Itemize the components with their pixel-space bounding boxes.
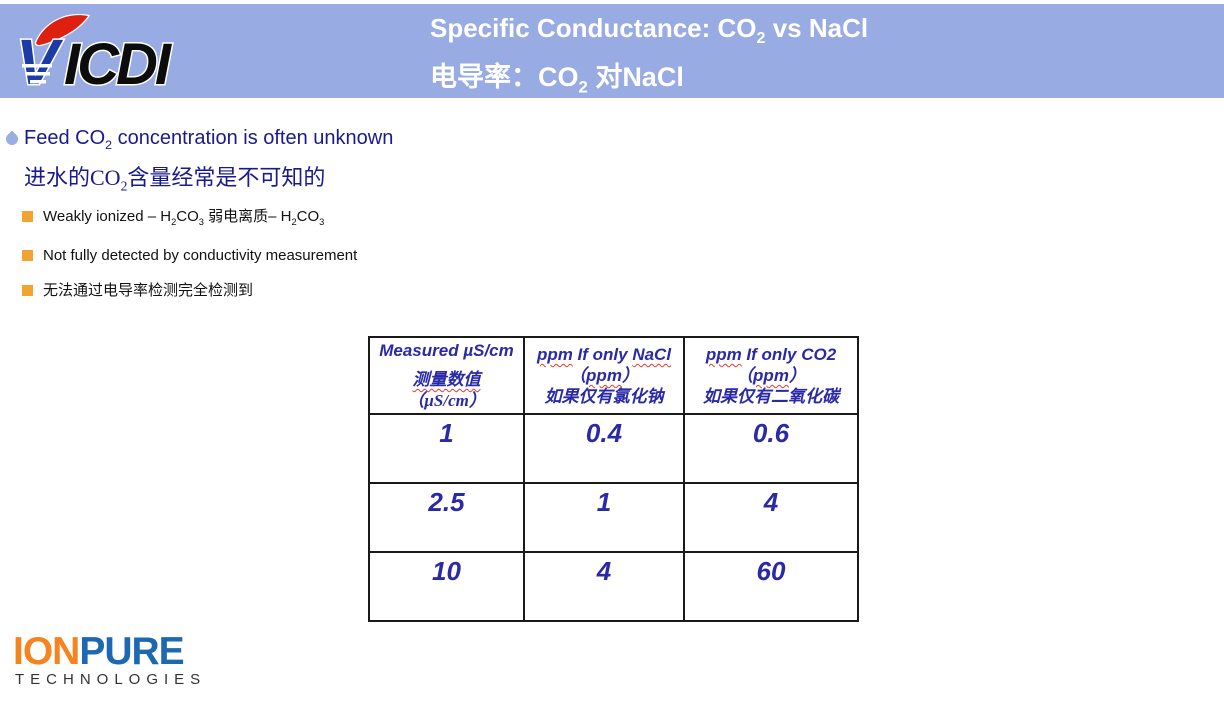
slide-title-zh: 电导率：CO2 对NaCl <box>430 61 868 103</box>
square-bullet-icon <box>22 211 33 222</box>
table-cell: 0.4 <box>523 413 685 484</box>
title-zh-text: 电导率：CO <box>430 62 579 93</box>
table-cell: 1 <box>368 413 525 484</box>
logo-v-letter: V <box>16 26 64 94</box>
header-text: （µS/cm） <box>407 391 486 410</box>
title-zh-subscript: 2 <box>578 77 588 97</box>
table-header-row: Measured µS/cm 测量数值 （µS/cm） ppm If only … <box>368 336 859 415</box>
title-en-text: Specific Conductance: CO <box>430 13 757 43</box>
sub-bullet-text: 无法通过电导率检测完全检测到 <box>43 283 254 299</box>
header-text: If only CO2 <box>741 345 837 364</box>
header-line: （ppm） <box>687 365 855 386</box>
header-text-wavy: ppm <box>705 345 742 364</box>
slide-title-en: Specific Conductance: CO2 vs NaCl <box>430 13 868 54</box>
header-band: V ICDI Specific Conductance: CO2 vs NaCl… <box>0 4 1224 100</box>
sub-bullet-text: Weakly ionized – H2CO3 弱电离质– H2CO3 <box>43 207 324 232</box>
title-zh-text-post: 对NaCl <box>587 62 684 93</box>
bullet1-subscript: 2 <box>291 217 297 227</box>
header-line: 测量数值 （µS/cm） <box>372 369 521 411</box>
table-cell: 4 <box>523 551 685 622</box>
header-text: （ <box>569 366 587 385</box>
col-header-measured: Measured µS/cm 测量数值 （µS/cm） <box>368 336 525 415</box>
sub-bullet-weakly-ionized: Weakly ionized – H2CO3 弱电离质– H2CO3 <box>22 207 324 232</box>
header-line: （ppm） <box>527 365 681 386</box>
ionpure-logo-pure: PURE <box>79 630 184 673</box>
ionpure-logo-ion: ION <box>13 630 80 673</box>
intro-zh-text: 进水的CO <box>24 165 121 190</box>
col-header-co2: ppm If only CO2 （ppm） 如果仅有二氧化碳 <box>683 336 859 415</box>
header-text: ） <box>788 366 806 385</box>
header-text: ） <box>621 366 639 385</box>
logo-stripe <box>30 80 46 84</box>
header-line: 如果仅有二氧化碳 <box>703 387 839 406</box>
header-text-wavy: NaCl <box>632 345 672 364</box>
title-en-text-post: vs NaCl <box>765 13 869 43</box>
header-line: Measured µS/cm <box>372 340 521 361</box>
bullet1-subscript: 3 <box>198 217 204 227</box>
droplet-bullet-icon <box>3 130 21 148</box>
header-text-wavy: ppm <box>536 345 573 364</box>
col-header-nacl: ppm If only NaCl （ppm） 如果仅有氯化钠 <box>523 336 685 415</box>
header-line: ppm If only CO2 <box>687 344 855 365</box>
header-text: Measured µS/cm <box>379 341 514 360</box>
square-bullet-icon <box>22 250 33 261</box>
bullet1-text: Weakly ionized – H <box>43 208 172 225</box>
table-cell: 0.6 <box>683 413 859 484</box>
intro-zh-text-post: 含量经常是不可知的 <box>127 165 326 190</box>
slide-titles: Specific Conductance: CO2 vs NaCl 电导率：CO… <box>430 13 868 104</box>
sub-bullet-zh: 无法通过电导率检测完全检测到 <box>22 281 253 301</box>
header-line: ppm If only NaCl <box>527 344 681 365</box>
bullet1-text: CO <box>176 208 199 225</box>
table-cell: 4 <box>683 482 859 553</box>
sub-bullet-text: Not fully detected by conductivity measu… <box>43 247 358 264</box>
title-en-subscript: 2 <box>756 29 766 48</box>
header-text: （ <box>736 366 754 385</box>
square-bullet-icon <box>22 285 33 296</box>
logo-stripe <box>26 72 50 76</box>
header-text-wavy: ppm <box>586 366 622 385</box>
header-line: 如果仅有氯化钠 <box>544 387 664 406</box>
logo-stripe <box>22 64 52 68</box>
table-cell: 1 <box>523 482 685 553</box>
vicdi-logo: V ICDI <box>12 10 202 100</box>
logo-flame-icon <box>34 13 91 47</box>
header-text-wavy: 测量数值 <box>412 370 481 389</box>
intro-line-zh: 进水的CO2含量经常是不可知的 <box>24 160 325 194</box>
table-row: 2.5 1 4 <box>368 482 859 553</box>
vicdi-logo-icon: V ICDI <box>15 13 177 100</box>
table-cell: 60 <box>683 551 859 622</box>
bullet1-text: 弱电离质– H <box>203 208 292 225</box>
table-row: 1 0.4 0.6 <box>368 413 859 484</box>
intro-en-text-post: concentration is often unknown <box>112 127 394 149</box>
table-cell: 10 <box>368 551 525 622</box>
bullet1-subscript: 2 <box>171 217 177 227</box>
table-cell: 2.5 <box>368 482 525 553</box>
intro-line-en: Feed CO2 concentration is often unknown <box>24 127 393 152</box>
ionpure-tagline: TECHNOLOGIES <box>15 671 207 688</box>
intro-en-subscript: 2 <box>105 138 113 152</box>
ionpure-logo: IONPURE <box>13 630 185 674</box>
logo-icdi-text: ICDI <box>64 32 173 94</box>
intro-en-text: Feed CO <box>24 127 106 149</box>
bullet1-text: CO <box>296 208 320 225</box>
bullet1-subscript: 3 <box>319 217 325 227</box>
sub-bullet-not-fully-detected: Not fully detected by conductivity measu… <box>22 246 357 266</box>
header-text: If only <box>572 345 633 364</box>
header-text-wavy: ppm <box>753 366 789 385</box>
table-row: 10 4 60 <box>368 551 859 622</box>
intro-zh-subscript: 2 <box>120 178 128 194</box>
conductance-table: Measured µS/cm 测量数值 （µS/cm） ppm If only … <box>368 336 859 622</box>
